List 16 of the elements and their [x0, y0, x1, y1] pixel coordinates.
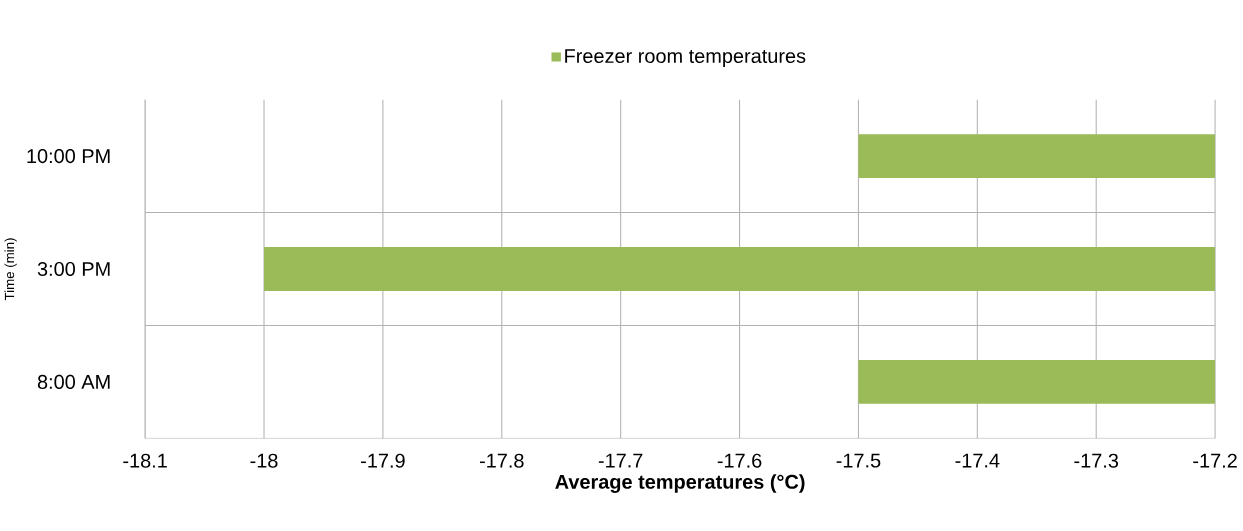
legend-label: Freezer room temperatures — [565, 49, 806, 67]
y-tick-label: 3:00 PM — [37, 261, 110, 277]
x-tick-label: -17.7 — [598, 453, 643, 468]
x-tick-label: -17.3 — [1074, 453, 1119, 468]
y-axis-title: Time (min) — [4, 238, 17, 301]
x-tick-label: -18 — [250, 453, 278, 468]
x-tick-label: -17.2 — [1193, 453, 1237, 468]
x-axis-title: Average temperatures (°C) — [555, 474, 805, 493]
y-tick-label: 8:00 AM — [37, 374, 110, 389]
x-tick-label: -18.1 — [123, 453, 167, 468]
x-tick-label: -17.9 — [361, 453, 405, 468]
x-tick-label: -17.4 — [955, 453, 1000, 468]
x-tick-label: -17.6 — [717, 453, 762, 468]
y-tick-label: 10:00 PM — [27, 149, 110, 164]
x-tick-label: -17.5 — [836, 453, 881, 468]
x-tick-label: -17.8 — [479, 453, 524, 468]
